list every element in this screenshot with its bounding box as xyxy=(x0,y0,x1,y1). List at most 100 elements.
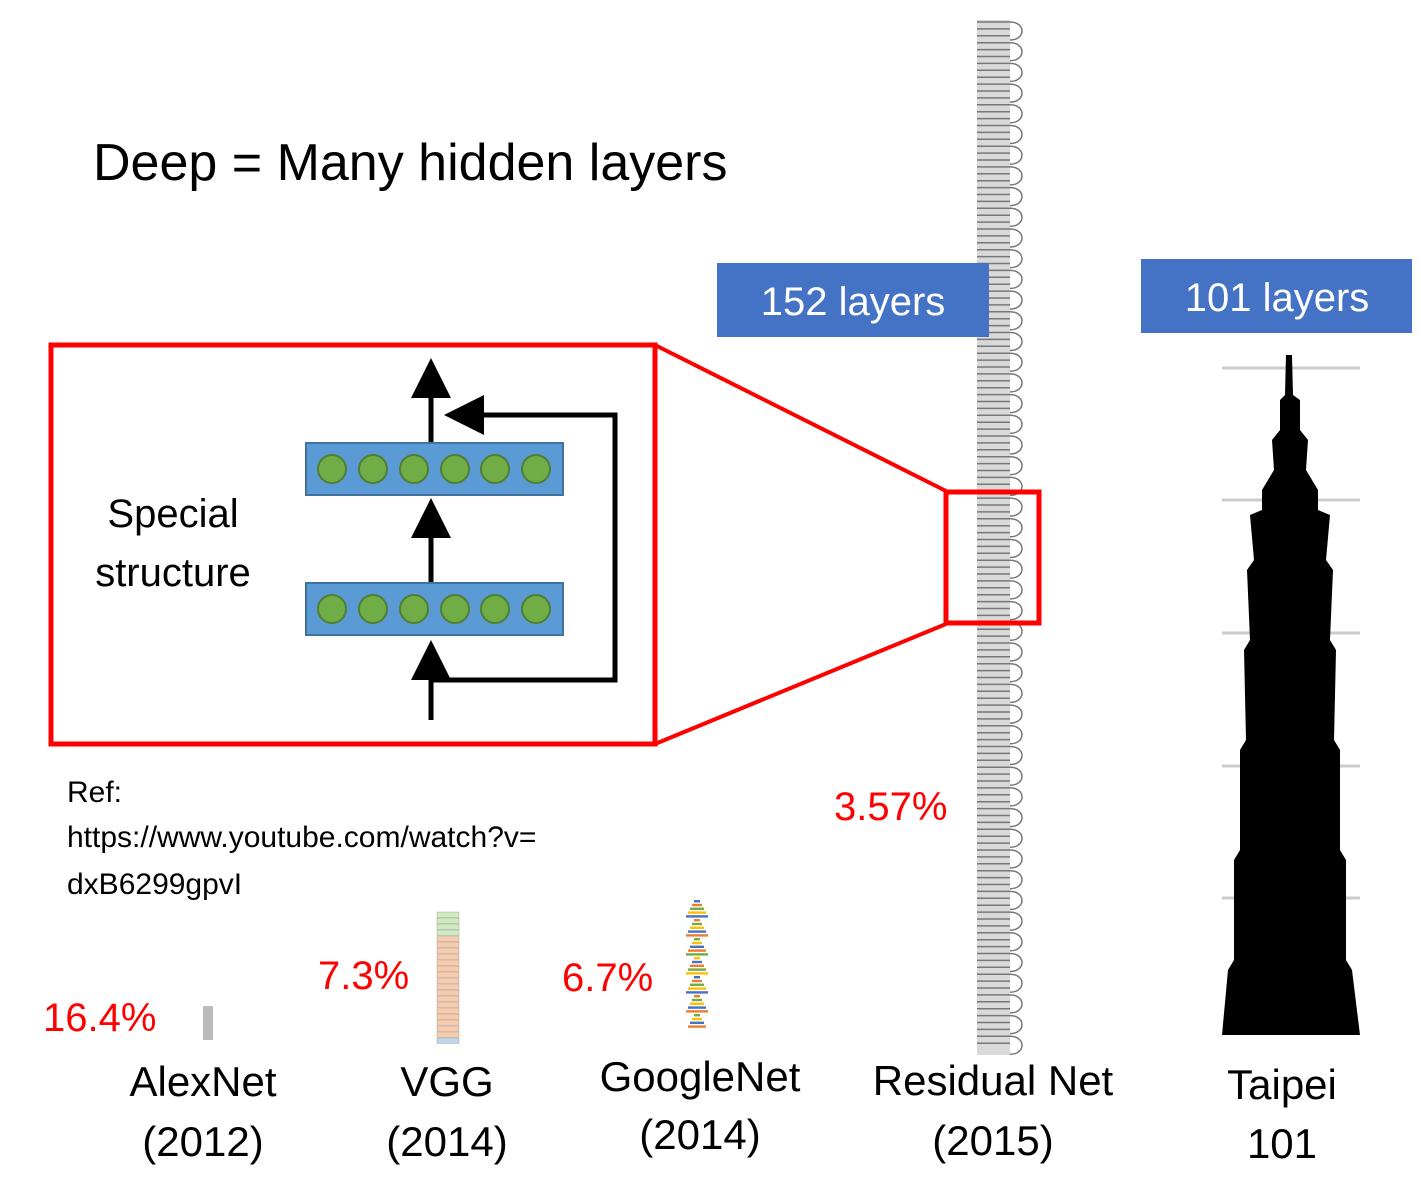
shape xyxy=(1009,414,1023,435)
shape xyxy=(436,935,460,942)
shape xyxy=(1009,932,1023,952)
inset-label: Special xyxy=(107,492,238,536)
shape xyxy=(1009,745,1023,766)
shape xyxy=(1009,704,1023,724)
shape xyxy=(436,1013,460,1020)
model-year: (2014) xyxy=(386,1118,507,1165)
shape xyxy=(690,945,704,948)
shape xyxy=(690,964,704,967)
shape xyxy=(1009,248,1023,269)
shape xyxy=(436,995,460,1002)
shape xyxy=(977,20,1010,1055)
neuron xyxy=(440,454,470,484)
inset-label: structure xyxy=(95,551,251,595)
shape xyxy=(1009,331,1023,352)
neuron xyxy=(440,594,470,624)
shape xyxy=(436,923,460,930)
neuron xyxy=(358,594,388,624)
shape xyxy=(1009,290,1023,310)
shape xyxy=(690,926,704,929)
googlenet-sketch xyxy=(686,900,708,1028)
shape xyxy=(305,442,564,496)
shape xyxy=(1009,41,1023,62)
shape xyxy=(436,1001,460,1008)
shape xyxy=(436,1031,460,1038)
shape xyxy=(690,1021,704,1024)
shape xyxy=(1009,683,1023,704)
badge-text: 101 layers xyxy=(1185,276,1370,320)
shape xyxy=(1009,62,1023,83)
layers xyxy=(305,442,564,636)
title: Deep = Many hidden layers xyxy=(93,134,728,192)
neuron xyxy=(521,594,551,624)
shape xyxy=(1009,580,1023,600)
shape xyxy=(1009,952,1023,973)
shape xyxy=(686,972,708,975)
shape xyxy=(694,1014,700,1017)
shape xyxy=(1009,828,1023,849)
zoom-line xyxy=(654,343,947,493)
shape xyxy=(694,938,700,941)
shape xyxy=(694,976,700,979)
shape xyxy=(1009,435,1023,455)
shape xyxy=(436,977,460,984)
model-year: (2012) xyxy=(142,1118,263,1165)
shape xyxy=(436,1007,460,1014)
shape xyxy=(692,960,702,964)
badge-text: 152 layers xyxy=(761,280,946,324)
shape xyxy=(436,983,460,990)
shape xyxy=(692,903,702,907)
shape xyxy=(1009,662,1023,683)
shape xyxy=(1009,373,1023,393)
resnet-diagram xyxy=(977,20,1023,1056)
model-name: GoogleNet xyxy=(600,1053,801,1100)
model-year: (2015) xyxy=(932,1117,1053,1164)
shape xyxy=(1009,83,1023,103)
building-number: 101 xyxy=(1247,1120,1317,1167)
shape xyxy=(1009,455,1023,476)
shape xyxy=(688,1025,706,1028)
shape xyxy=(686,915,708,918)
model-name: AlexNet xyxy=(129,1058,276,1105)
shape xyxy=(688,987,706,990)
shape xyxy=(1009,518,1023,538)
inset-frame xyxy=(48,342,658,747)
neuron xyxy=(480,454,510,484)
shape xyxy=(1009,911,1023,931)
shape xyxy=(1009,21,1023,41)
neuron xyxy=(399,454,429,484)
shape xyxy=(694,995,700,998)
shape xyxy=(1009,476,1023,497)
shape xyxy=(1009,890,1023,911)
shape xyxy=(1009,393,1023,414)
neuron xyxy=(480,594,510,624)
shape xyxy=(305,582,564,636)
zoom-line xyxy=(654,622,947,746)
shape xyxy=(1009,228,1023,248)
shape xyxy=(1009,973,1023,993)
shape xyxy=(1009,849,1023,869)
shape xyxy=(436,947,460,954)
shape xyxy=(1009,269,1023,290)
neuron xyxy=(317,454,347,484)
zoom-box xyxy=(943,489,1042,626)
shape xyxy=(436,917,460,924)
shape xyxy=(686,934,708,937)
shape xyxy=(1009,538,1023,559)
shape xyxy=(436,953,460,960)
shape xyxy=(436,965,460,972)
shape xyxy=(688,930,706,933)
shape xyxy=(1009,497,1023,517)
shape xyxy=(436,941,460,948)
neuron xyxy=(399,594,429,624)
shape xyxy=(1009,104,1023,124)
shape xyxy=(1009,600,1023,621)
shape xyxy=(1009,1014,1023,1035)
shape xyxy=(436,1037,460,1044)
vgg-sketch xyxy=(436,911,460,1044)
shape xyxy=(436,1025,460,1032)
shape xyxy=(692,998,702,1002)
neuron xyxy=(358,454,388,484)
arrows xyxy=(411,358,618,720)
